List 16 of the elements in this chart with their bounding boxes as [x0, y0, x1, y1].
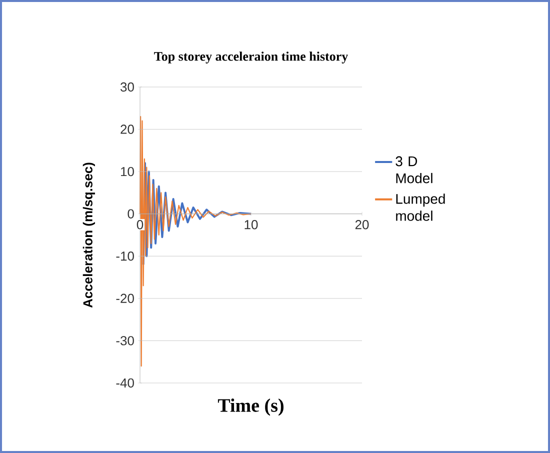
legend-label: Lumped model: [396, 194, 445, 221]
legend-label: 3 D Model: [396, 156, 432, 184]
y-tick-label: -20: [116, 294, 134, 304]
y-tick-label: -40: [116, 378, 134, 388]
y-tick-label: 0: [128, 209, 134, 218]
x-tick-label: 20: [355, 220, 369, 230]
chart-title: Top storey acceleraion time history: [154, 52, 348, 64]
y-tick-label: 30: [120, 82, 134, 92]
x-tick-label: 10: [244, 220, 258, 230]
y-tick-label: 20: [120, 124, 134, 134]
y-tick-label: -10: [116, 252, 134, 261]
x-axis-title: Time (s): [218, 398, 284, 416]
y-tick-label: 10: [121, 166, 134, 176]
x-tick-label: 0: [136, 220, 144, 230]
y-axis-title: Acceleration (m/sq.sec): [82, 162, 96, 308]
y-tick-label: -30: [116, 336, 134, 346]
